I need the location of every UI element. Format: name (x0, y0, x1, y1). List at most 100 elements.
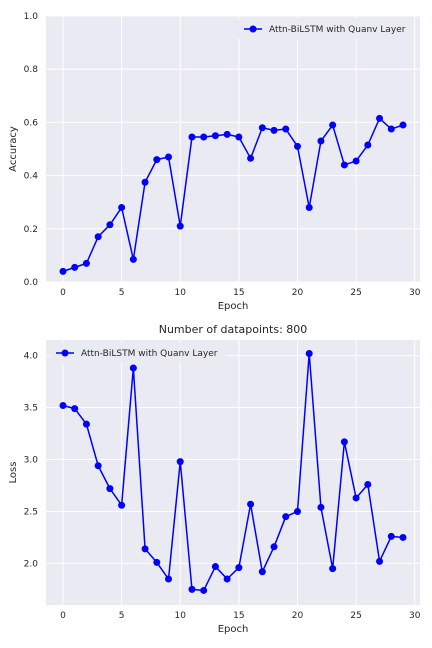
legend-marker (250, 26, 257, 33)
data-point (388, 533, 395, 540)
data-point (106, 485, 113, 492)
data-point (118, 502, 125, 509)
data-point (259, 568, 266, 575)
data-point (153, 559, 160, 566)
legend-marker (62, 350, 69, 357)
data-point (224, 131, 231, 138)
data-point (153, 156, 160, 163)
data-point (235, 564, 242, 571)
data-point (71, 264, 78, 271)
data-point (294, 508, 301, 515)
y-tick-label: 0.4 (24, 172, 39, 182)
data-point (200, 587, 207, 594)
chart-title: Number of datapoints: 800 (159, 323, 308, 336)
data-point (376, 115, 383, 122)
data-point (400, 122, 407, 129)
legend-label: Attn-BiLSTM with Quanv Layer (269, 25, 406, 35)
data-point (142, 545, 149, 552)
x-tick-label: 5 (119, 611, 125, 621)
data-point (130, 365, 137, 372)
y-tick-label: 2.5 (24, 507, 38, 517)
data-point (364, 142, 371, 149)
data-point (212, 132, 219, 139)
data-point (317, 504, 324, 511)
x-tick-label: 20 (292, 288, 304, 298)
data-point (388, 126, 395, 133)
y-tick-label: 0.8 (24, 65, 39, 75)
legend-label: Attn-BiLSTM with Quanv Layer (81, 349, 218, 359)
plot-area (46, 16, 420, 282)
y-tick-label: 0.0 (24, 278, 39, 288)
data-point (95, 233, 102, 240)
x-tick-label: 5 (119, 288, 125, 298)
x-tick-label: 10 (175, 611, 187, 621)
y-tick-label: 1.0 (24, 12, 39, 22)
data-point (142, 179, 149, 186)
data-point (353, 157, 360, 164)
data-point (353, 494, 360, 501)
data-point (317, 138, 324, 145)
data-point (329, 122, 336, 129)
data-point (71, 405, 78, 412)
data-point (188, 586, 195, 593)
data-point (271, 543, 278, 550)
data-point (224, 576, 231, 583)
data-point (130, 256, 137, 263)
data-point (400, 534, 407, 541)
data-point (106, 221, 113, 228)
data-point (247, 501, 254, 508)
data-point (212, 563, 219, 570)
data-point (188, 134, 195, 141)
x-axis-label: Epoch (218, 624, 249, 635)
y-axis-label: Loss (8, 462, 19, 484)
data-point (200, 134, 207, 141)
x-tick-label: 25 (350, 611, 361, 621)
data-point (95, 462, 102, 469)
x-tick-label: 0 (60, 288, 66, 298)
data-point (376, 558, 383, 565)
data-point (165, 153, 172, 160)
data-point (329, 565, 336, 572)
data-point (118, 204, 125, 211)
data-point (341, 161, 348, 168)
y-tick-label: 0.2 (24, 225, 38, 235)
data-point (177, 223, 184, 230)
data-point (306, 350, 313, 357)
data-point (364, 481, 371, 488)
loss-chart: Number of datapoints: 800 0 5 10 15 20 25 30 2.… (8, 323, 421, 635)
x-axis-label: Epoch (218, 301, 249, 312)
data-point (247, 155, 254, 162)
data-point (83, 260, 90, 267)
data-point (282, 126, 289, 133)
y-tick-label: 3.5 (24, 404, 38, 414)
x-tick-label: 30 (409, 288, 421, 298)
x-tick-label: 20 (292, 611, 304, 621)
data-point (83, 421, 90, 428)
y-tick-label: 3.0 (24, 456, 39, 466)
data-point (177, 458, 184, 465)
data-point (341, 438, 348, 445)
data-point (60, 268, 67, 275)
data-point (282, 513, 289, 520)
y-axis-label: Accuracy (8, 126, 19, 172)
x-tick-label: 25 (350, 288, 361, 298)
data-point (165, 576, 172, 583)
y-tick-label: 2.0 (24, 559, 39, 569)
legend: Attn-BiLSTM with Quanv Layer (50, 343, 226, 363)
x-tick-label: 0 (60, 611, 66, 621)
x-tick-label: 30 (409, 611, 421, 621)
data-point (259, 124, 266, 131)
data-point (306, 204, 313, 211)
data-point (294, 143, 301, 150)
x-tick-label: 15 (233, 611, 244, 621)
data-point (60, 402, 67, 409)
x-tick-label: 15 (233, 288, 244, 298)
x-tick-label: 10 (175, 288, 187, 298)
accuracy-chart: 0 5 10 15 20 25 30 0.0 0.2 0.4 0.6 0.8 1.0 Epoch Acc… (8, 12, 421, 312)
data-point (271, 127, 278, 134)
y-tick-label: 0.6 (24, 118, 39, 128)
y-tick-label: 4.0 (24, 352, 39, 362)
legend: Attn-BiLSTM with Quanv Layer (238, 19, 414, 39)
data-point (235, 134, 242, 141)
